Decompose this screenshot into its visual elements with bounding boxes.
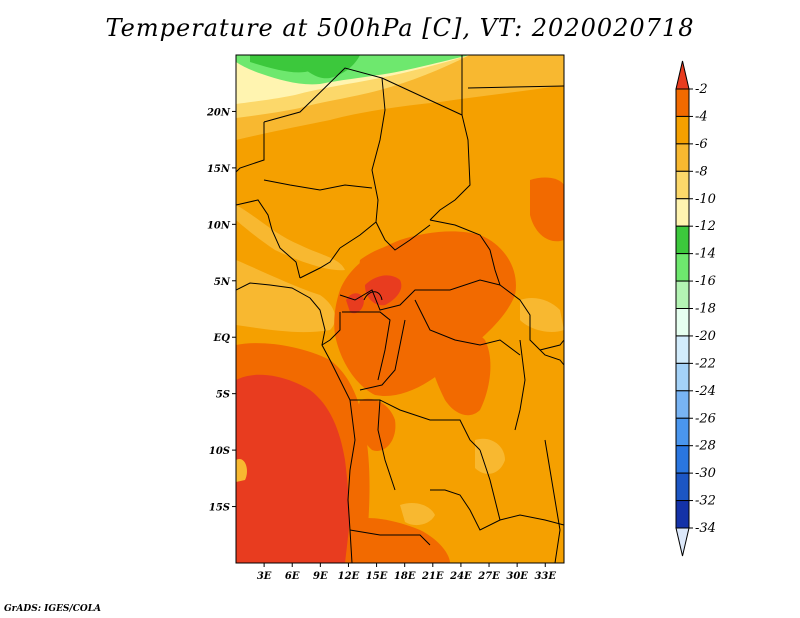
- colorbar-segment: [675, 472, 690, 502]
- colorbar-segment: [675, 198, 690, 227]
- colorbar-segment: [675, 308, 690, 337]
- colorbar-label: -24: [695, 384, 716, 399]
- colorbar-label: -2: [695, 82, 708, 97]
- colorbar-segment: [675, 88, 690, 117]
- lon-tick-label: 18E: [394, 571, 416, 582]
- lon-tick-label: 30E: [506, 571, 528, 582]
- colorbar-segment: [675, 500, 690, 529]
- colorbar: -2 -4 -6 -8 -10 -12 -14 -16 -18 -20 -22 -24 -26 -28 -3…: [675, 60, 716, 557]
- country-borders: [236, 55, 564, 563]
- lon-tick-label: 33E: [534, 571, 556, 582]
- colorbar-segment: [675, 280, 690, 309]
- colorbar-segment: [675, 115, 690, 145]
- lon-tick-label: 27E: [477, 571, 500, 582]
- lat-tick-label: 10S: [209, 446, 230, 457]
- colorbar-label: -22: [695, 356, 716, 371]
- latitude-axis: 20N 15N 10N 5N EQ 5S 10S 15S: [206, 107, 236, 514]
- colorbar-label: -4: [695, 109, 708, 124]
- colorbar-segment: [675, 390, 690, 419]
- grads-credit: GrADS: IGES/COLA: [4, 604, 102, 614]
- lat-tick-label: 15N: [207, 164, 231, 175]
- lat-tick-label: EQ: [213, 333, 231, 344]
- colorbar-segment: [675, 335, 690, 364]
- colorbar-label: -8: [695, 164, 708, 179]
- lon-tick-label: 6E: [285, 571, 300, 582]
- colorbar-segment: [675, 143, 690, 172]
- colorbar-label: -26: [695, 411, 716, 426]
- lon-tick-label: 3E: [257, 571, 272, 582]
- lat-tick-label: 10N: [207, 220, 231, 231]
- colorbar-top-arrow: [675, 60, 690, 90]
- lon-tick-label: 24E: [449, 571, 472, 582]
- lat-tick-label: 5S: [216, 390, 230, 401]
- colorbar-label: -28: [695, 439, 716, 454]
- colorbar-label: -20: [695, 329, 716, 344]
- colorbar-bottom-arrow: [675, 527, 690, 557]
- lat-tick-label: 15S: [209, 503, 230, 514]
- colorbar-segment: [675, 362, 690, 392]
- lon-tick-label: 12E: [338, 571, 360, 582]
- lat-tick-label: 5N: [214, 277, 231, 288]
- temperature-field: [236, 55, 564, 563]
- map-frame: [235, 54, 565, 564]
- colorbar-label: -30: [695, 466, 716, 481]
- longitude-axis: 3E 6E 9E 12E 15E 18E 21E 24E 27E 30E 33E: [257, 563, 556, 582]
- colorbar-label: -32: [695, 494, 716, 509]
- colorbar-segment: [675, 417, 690, 447]
- colorbar-label: -6: [695, 137, 708, 152]
- colorbar-segment: [675, 225, 690, 255]
- colorbar-label: -18: [695, 302, 716, 317]
- colorbar-label: -14: [695, 247, 716, 262]
- colorbar-label: -16: [695, 274, 716, 289]
- lat-tick-label: 20N: [206, 107, 231, 118]
- colorbar-segment: [675, 445, 690, 474]
- colorbar-segment: [675, 170, 690, 200]
- colorbar-label: -34: [695, 521, 716, 536]
- lon-tick-label: 21E: [421, 571, 444, 582]
- map-title: Temperature at 500hPa [C], VT: 202002071…: [105, 14, 695, 42]
- colorbar-label: -10: [695, 192, 716, 207]
- lon-tick-label: 15E: [366, 571, 388, 582]
- lon-tick-label: 9E: [313, 571, 328, 582]
- colorbar-segment: [675, 253, 690, 282]
- colorbar-label: -12: [695, 219, 716, 234]
